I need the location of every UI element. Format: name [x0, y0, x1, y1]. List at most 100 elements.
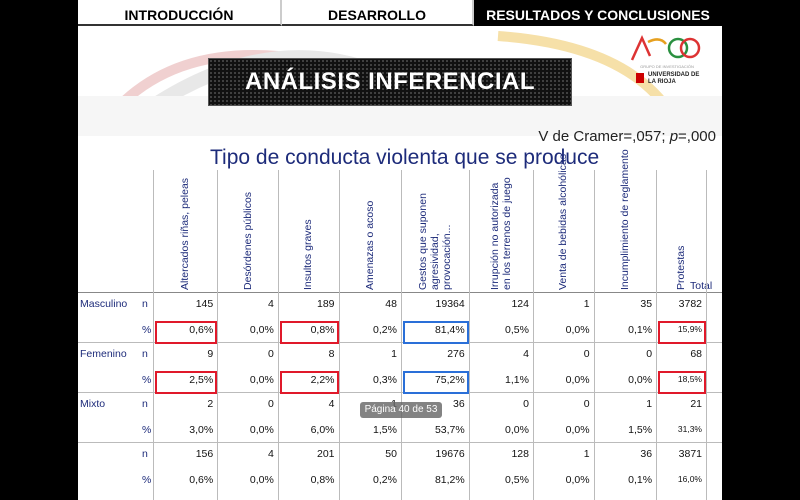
highlight-box — [658, 321, 706, 344]
cramer-p: p — [669, 128, 679, 145]
table-cell: 0,6% — [189, 324, 214, 336]
column-divider — [153, 170, 154, 500]
table-cell: 16,0% — [677, 474, 702, 484]
table-cell: 9 — [207, 348, 214, 360]
table-cell: 36 — [453, 398, 465, 410]
table-cell: 3871 — [678, 448, 702, 460]
table-cell: 19364 — [435, 298, 465, 310]
table-cell: 0,0% — [565, 474, 590, 486]
column-divider — [656, 170, 658, 500]
table-cell: 0,2% — [373, 324, 397, 336]
tab-resultados[interactable]: RESULTADOS Y CONCLUSIONES — [474, 0, 722, 26]
table-cell: 0,0% — [706, 474, 722, 486]
table-cell: 1,1% — [505, 374, 529, 386]
row-stat-label: n — [142, 448, 148, 460]
table-cell: 0,2% — [373, 474, 397, 486]
column-divider — [468, 170, 470, 500]
group-divider — [78, 442, 722, 443]
row-stat-label: n — [142, 398, 148, 410]
table-cell: 1,5% — [628, 424, 653, 436]
row-stat-label: % — [142, 324, 152, 336]
table-cell: 1 — [583, 298, 590, 310]
table-cell: 0,0% — [505, 424, 529, 436]
table-cell: 48 — [385, 298, 397, 310]
row-group-label: Mixto — [80, 398, 106, 410]
column-divider — [217, 170, 219, 500]
column-header-label: Desórdenes públicos — [241, 191, 254, 290]
table-cell: 0,0% — [565, 424, 590, 436]
tab-desarrollo[interactable]: DESARROLLO — [282, 0, 474, 26]
column-header: Insultos graves — [278, 170, 339, 294]
cramer-statistic: V de Cramer=,057; p=,000 — [538, 128, 716, 145]
column-header: Incumplimiento de reglamento — [594, 149, 656, 294]
table-cell: 1,5% — [373, 424, 397, 436]
column-divider — [593, 170, 595, 500]
table-cell: 68 — [690, 348, 702, 360]
table-cell: 0 — [583, 348, 590, 360]
tab-introduccion[interactable]: INTRODUCCIÓN — [78, 0, 282, 26]
column-header-label: Venta de bebidas alcohólicas — [557, 153, 570, 290]
column-divider — [338, 170, 340, 500]
table-cell: 0,0% — [628, 374, 653, 386]
table-cell: 31,3% — [677, 424, 702, 434]
table-cell: 0,5% — [505, 324, 529, 336]
column-header-label: Amenazas o acoso — [363, 200, 376, 290]
banner-title: ANÁLISIS INFERENCIAL — [244, 68, 535, 95]
column-divider — [400, 170, 402, 500]
cramer-prefix: V de Cramer=,057; — [538, 128, 670, 145]
table-cell: 81,4% — [434, 324, 465, 336]
table-cell: 0 — [646, 348, 653, 360]
table-cell: 50 — [385, 448, 397, 460]
table-cell: 8 — [328, 348, 335, 360]
table-cell: 0 — [268, 398, 274, 410]
research-group-logo: GRUPO DE INVESTIGACIÓN UNIVERSIDAD DE LA… — [626, 34, 708, 92]
table-cell: 0,0% — [249, 474, 274, 486]
group-divider — [78, 392, 722, 393]
table-cell: 0,8% — [310, 324, 335, 336]
table-cell: 0,0% — [249, 324, 274, 336]
table-cell: 276 — [447, 348, 465, 360]
table-cell: 4 — [268, 448, 274, 460]
column-header-label: Protestas — [675, 245, 688, 290]
column-header: Otros incidentes — [706, 170, 722, 294]
table-cell: 128 — [511, 448, 529, 460]
table-cell: 189 — [316, 298, 335, 310]
table-cell: 1 — [646, 398, 653, 410]
column-divider — [532, 170, 534, 500]
column-header: Venta de bebidas alcohólicas — [533, 154, 594, 294]
university-name: UNIVERSIDAD DE LA RIOJA — [648, 72, 700, 85]
table-cell: 19676 — [435, 448, 465, 460]
slide: INTRODUCCIÓN DESARROLLO RESULTADOS Y CON… — [78, 0, 722, 500]
table-cell: 3,0% — [189, 424, 214, 436]
highlight-box — [155, 321, 218, 344]
table-cell: 81,2% — [434, 474, 465, 486]
row-stat-label: % — [142, 374, 152, 386]
table-cell: 145 — [195, 298, 214, 310]
row-stat-label: % — [142, 424, 152, 436]
table-cell: 0,6% — [189, 474, 214, 486]
row-stat-label: n — [142, 298, 148, 310]
table-cell: 2,2% — [310, 374, 335, 386]
table-cell: 0 — [523, 398, 529, 410]
table-cell: 1 — [391, 348, 397, 360]
table-cell: 3782 — [678, 298, 702, 310]
table-cell: 0,0% — [706, 374, 722, 386]
table-cell: 0,3% — [373, 374, 397, 386]
table-cell: 0,5% — [505, 474, 529, 486]
table-cell: 21 — [690, 398, 702, 410]
highlight-box — [279, 321, 339, 344]
column-header-label: Insultos graves — [302, 219, 315, 290]
cramer-suffix: =,000 — [678, 128, 716, 145]
table-cell: 0,0% — [249, 424, 274, 436]
column-header: Amenazas o acoso — [339, 170, 401, 294]
highlight-box — [279, 371, 339, 394]
table-cell: 15,9% — [677, 324, 702, 334]
table-cell: 2 — [207, 398, 214, 410]
table-cell: 0,0% — [706, 424, 722, 436]
table-cell: 2,5% — [189, 374, 214, 386]
section-tabs: INTRODUCCIÓN DESARROLLO RESULTADOS Y CON… — [78, 0, 722, 26]
table-cell: 6,0% — [310, 424, 335, 436]
logo-subtitle: GRUPO DE INVESTIGACIÓN — [640, 64, 694, 69]
table-cell: 4 — [268, 298, 274, 310]
table-cell: 1 — [706, 298, 722, 310]
